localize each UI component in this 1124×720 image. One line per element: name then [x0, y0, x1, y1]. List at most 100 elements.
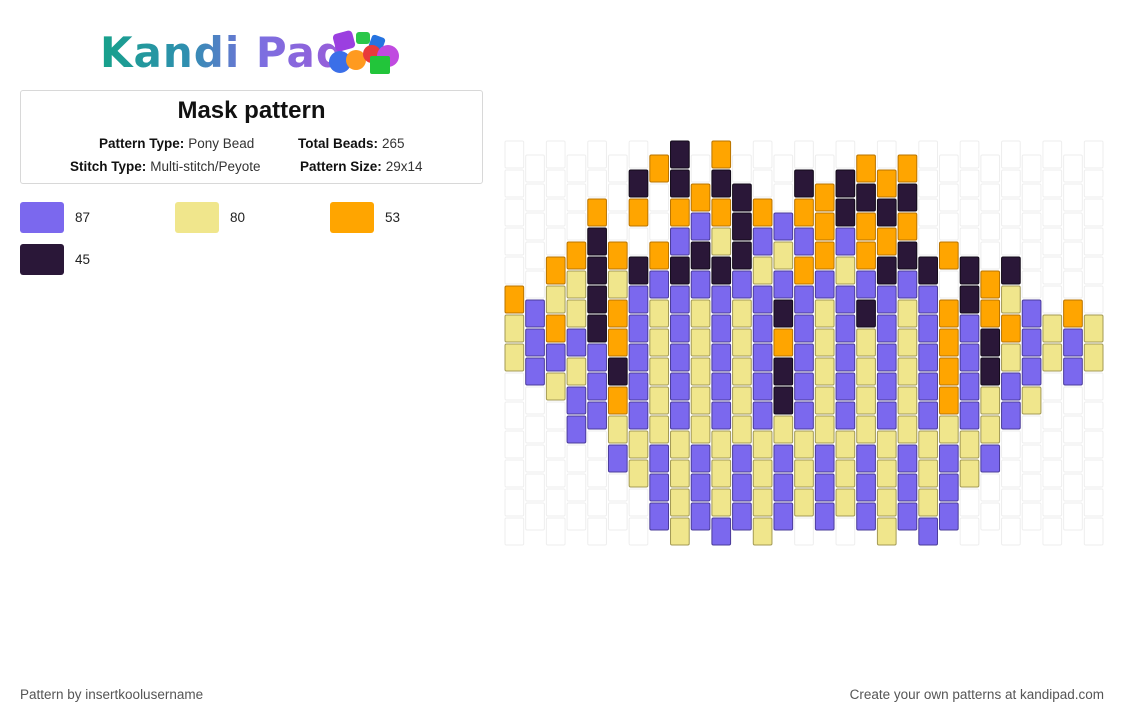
bead: [1021, 386, 1042, 415]
empty-bead-cell: [1083, 488, 1104, 517]
pattern-author: Pattern by insertkoolusername: [20, 687, 204, 702]
empty-bead-cell: [504, 488, 525, 517]
bead: [732, 212, 752, 241]
bead: [794, 401, 814, 430]
bead: [670, 169, 690, 198]
bead: [607, 415, 628, 444]
bead: [690, 386, 711, 415]
empty-bead-cell: [545, 198, 566, 227]
bead: [814, 212, 835, 241]
total-beads-row: Total Beads: 265: [298, 136, 405, 151]
bead: [752, 343, 773, 372]
bead: [587, 314, 607, 343]
bead: [876, 343, 897, 372]
empty-bead-cell: [525, 270, 545, 299]
empty-bead-cell: [545, 227, 566, 256]
empty-bead-cell: [628, 488, 649, 517]
pattern-info-card: Mask pattern Pattern Type: Pony Bead Tota…: [20, 90, 483, 184]
empty-bead-cell: [1001, 488, 1021, 517]
bead: [587, 372, 607, 401]
empty-bead-cell: [545, 169, 566, 198]
bead: [938, 415, 959, 444]
bead: [835, 314, 856, 343]
bead: [711, 372, 732, 401]
empty-bead-cell: [690, 154, 711, 183]
bead: [856, 444, 876, 473]
empty-bead-cell: [980, 154, 1001, 183]
bead: [773, 270, 794, 299]
empty-bead-cell: [1042, 169, 1063, 198]
pattern-type-label: Pattern Type:: [99, 136, 185, 151]
bead: [938, 241, 959, 270]
bead: [670, 343, 690, 372]
kandipad-link[interactable]: Create your own patterns at kandipad.com: [849, 687, 1104, 702]
empty-bead-cell: [1042, 517, 1063, 546]
empty-bead-cell: [587, 430, 607, 459]
empty-bead-cell: [1083, 517, 1104, 546]
empty-bead-cell: [1063, 154, 1083, 183]
empty-bead-cell: [1001, 169, 1021, 198]
bead: [607, 270, 628, 299]
bead: [711, 517, 732, 546]
bead: [649, 386, 670, 415]
bead: [1021, 328, 1042, 357]
bead: [794, 430, 814, 459]
empty-bead-cell: [545, 517, 566, 546]
bead: [835, 401, 856, 430]
empty-bead-cell: [504, 401, 525, 430]
empty-bead-cell: [504, 227, 525, 256]
bead: [773, 473, 794, 502]
empty-bead-cell: [566, 444, 587, 473]
bead: [897, 270, 918, 299]
bead: [1001, 372, 1021, 401]
stitch-type-label: Stitch Type:: [70, 159, 147, 174]
empty-bead-cell: [1083, 285, 1104, 314]
bead: [587, 256, 607, 285]
empty-bead-cell: [504, 198, 525, 227]
empty-bead-cell: [1021, 444, 1042, 473]
bead: [980, 415, 1001, 444]
pattern-title: Mask pattern: [177, 97, 326, 124]
bead: [835, 198, 856, 227]
total-beads-label: Total Beads:: [298, 136, 379, 151]
bead: [690, 444, 711, 473]
empty-bead-cell: [980, 183, 1001, 212]
bead: [752, 488, 773, 517]
bead: [732, 299, 752, 328]
bead: [959, 314, 980, 343]
bead: [794, 227, 814, 256]
empty-bead-cell: [566, 502, 587, 531]
bead: [587, 227, 607, 256]
bead: [856, 357, 876, 386]
bead: [1063, 357, 1083, 386]
empty-bead-cell: [876, 140, 897, 169]
bead: [938, 386, 959, 415]
bead: [670, 140, 690, 169]
bead: [773, 415, 794, 444]
bead: [794, 488, 814, 517]
empty-bead-cell: [773, 183, 794, 212]
bead: [959, 285, 980, 314]
bead: [835, 285, 856, 314]
bead: [711, 169, 732, 198]
empty-bead-cell: [545, 488, 566, 517]
empty-bead-cell: [1021, 473, 1042, 502]
pattern-size-row: Pattern Size: 29x14: [300, 159, 423, 174]
bead: [876, 488, 897, 517]
empty-bead-cell: [752, 169, 773, 198]
empty-bead-cell: [814, 154, 835, 183]
bead: [732, 444, 752, 473]
empty-bead-cell: [504, 430, 525, 459]
bead: [649, 328, 670, 357]
bead: [732, 502, 752, 531]
empty-bead-cell: [566, 473, 587, 502]
kandi-pad-logo[interactable]: Kandi Pad: [100, 26, 410, 78]
empty-bead-cell: [918, 198, 938, 227]
bead: [566, 270, 587, 299]
empty-bead-cell: [649, 212, 670, 241]
empty-bead-cell: [1001, 517, 1021, 546]
bead: [690, 299, 711, 328]
bead: [773, 386, 794, 415]
empty-bead-cell: [1063, 270, 1083, 299]
empty-bead-cell: [1083, 459, 1104, 488]
